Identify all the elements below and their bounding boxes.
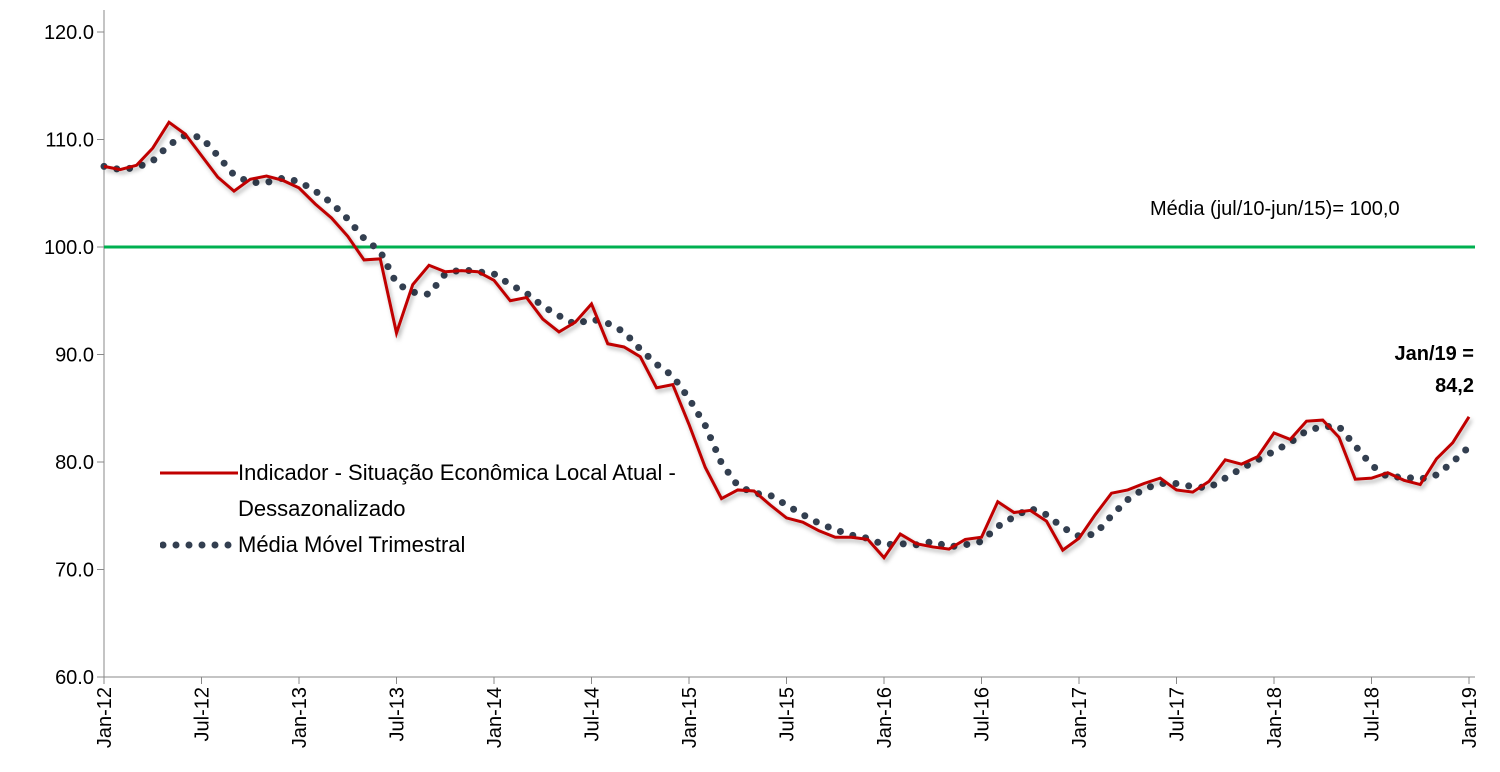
x-tick-label: Jul-12 (192, 687, 214, 741)
y-tick-label: 120.0 (44, 22, 94, 44)
x-tick-label: Jan-16 (874, 687, 896, 748)
x-tick-label: Jul-13 (387, 687, 409, 741)
x-tick-label: Jul-14 (582, 687, 604, 741)
legend-key (160, 471, 238, 475)
x-tick-label: Jul-17 (1167, 687, 1189, 741)
x-tick-label: Jan-15 (679, 687, 701, 748)
series-line (103, 120, 1471, 561)
y-tick-label: 110.0 (45, 130, 94, 152)
x-tick-label: Jan-14 (484, 687, 506, 748)
y-tick-label: 100.0 (44, 237, 94, 259)
y-tick-label: 80.0 (55, 452, 94, 474)
annotation: 84,2 (1435, 375, 1474, 397)
x-tick-label: Jan-12 (94, 687, 116, 748)
x-tick-label: Jan-18 (1264, 687, 1286, 748)
x-tick-label: Jul-16 (972, 687, 994, 741)
x-tick-label: Jan-19 (1459, 687, 1481, 748)
y-tick-label: 70.0 (55, 560, 94, 582)
x-tick-label: Jul-18 (1362, 687, 1384, 741)
x-tick-label: Jan-17 (1069, 687, 1091, 748)
legend-item: Indicador - Situação Econômica Local Atu… (160, 455, 680, 527)
legend-label: Média Móvel Trimestral (238, 532, 466, 557)
y-tick-label: 60.0 (55, 667, 94, 689)
x-tick-label: Jul-15 (777, 687, 799, 741)
x-tick-label: Jan-13 (289, 687, 311, 748)
legend-item: Média Móvel Trimestral (160, 527, 680, 563)
legend: Indicador - Situação Econômica Local Atu… (160, 455, 680, 563)
y-tick-label: 90.0 (55, 345, 94, 367)
legend-key (160, 541, 238, 549)
legend-label: Indicador - Situação Econômica Local Atu… (238, 460, 676, 521)
annotation: Jan/19 = (1394, 343, 1474, 365)
reference-label: Média (jul/10-jun/15)= 100,0 (1150, 198, 1400, 220)
